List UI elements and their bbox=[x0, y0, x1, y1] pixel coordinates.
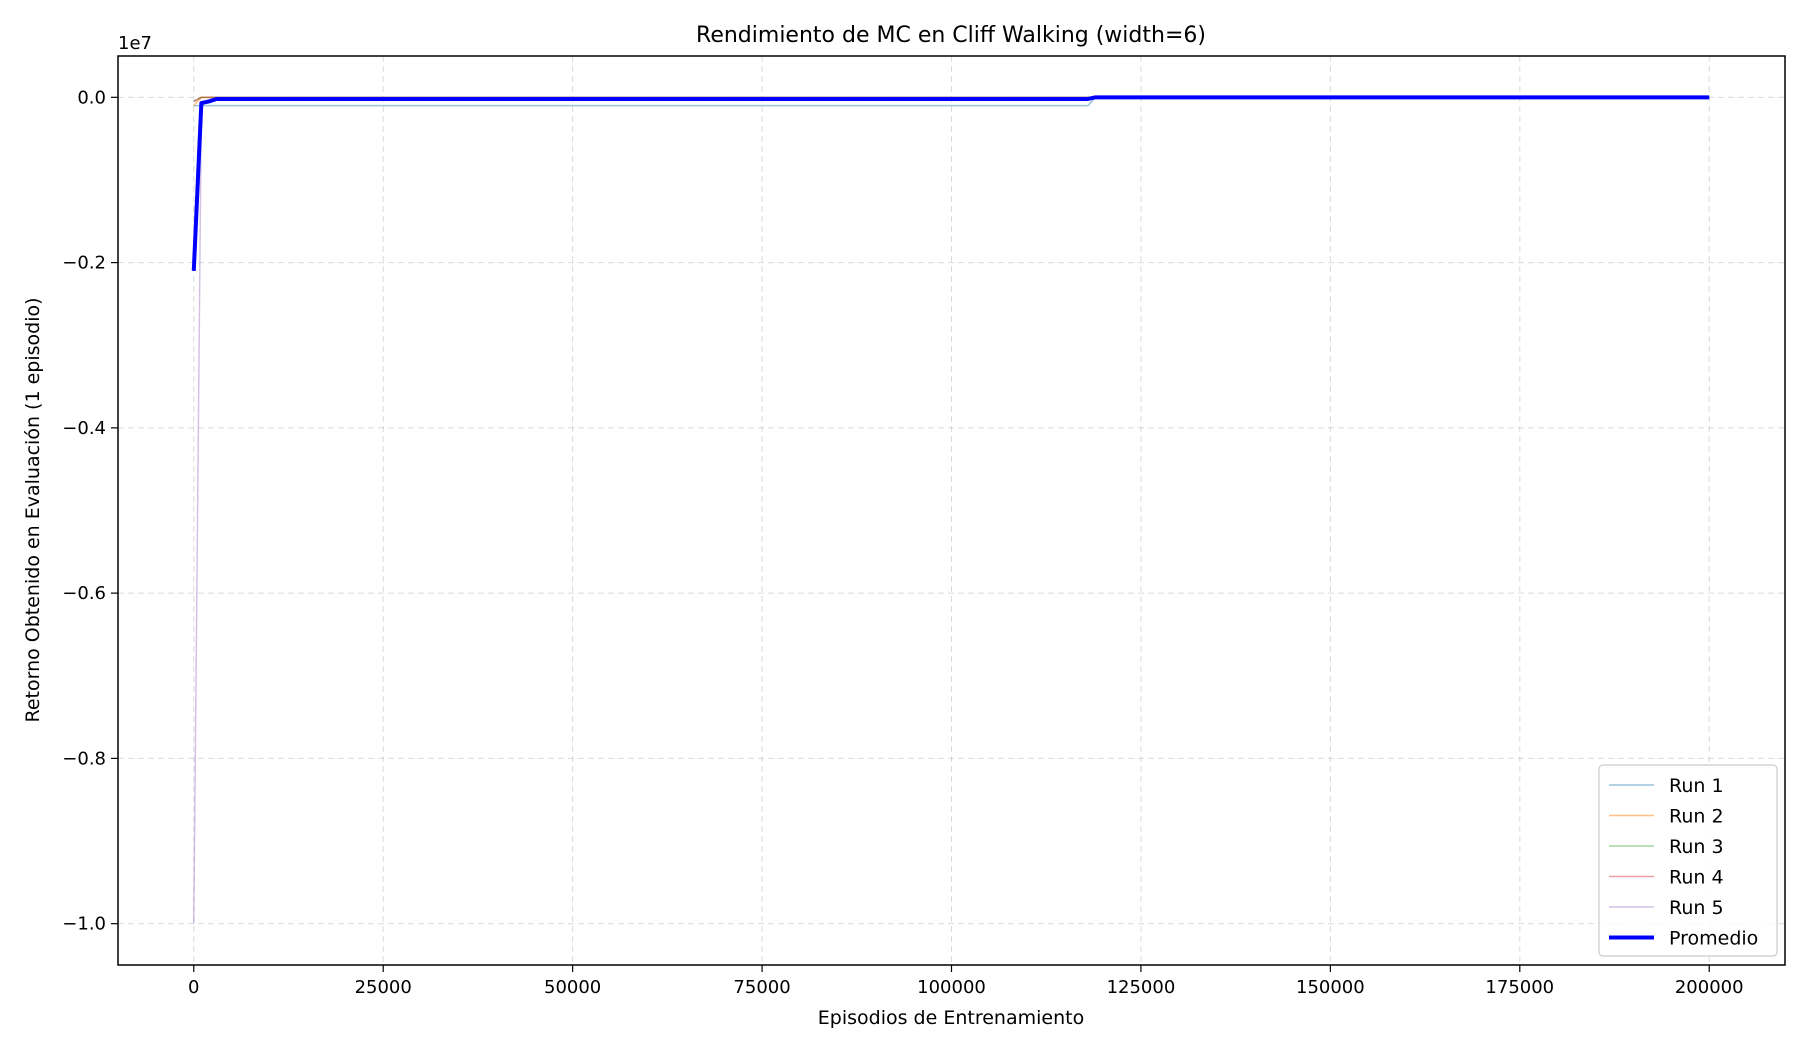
y-tick-label: −0.8 bbox=[62, 748, 106, 769]
y-tick-label: −0.6 bbox=[62, 583, 106, 604]
y-axis-label: Retorno Obtenido en Evaluación (1 episod… bbox=[22, 297, 44, 722]
legend-label-run-5: Run 5 bbox=[1669, 897, 1724, 919]
y-tick-label: −0.2 bbox=[62, 253, 106, 274]
legend-label-run-3: Run 3 bbox=[1669, 836, 1724, 858]
legend-label-run-2: Run 2 bbox=[1669, 806, 1724, 828]
y-tick-label: −0.4 bbox=[62, 418, 106, 439]
series-line-promedio bbox=[191, 95, 1710, 271]
x-tick-label: 75000 bbox=[733, 977, 790, 998]
chart-title: Rendimiento de MC en Cliff Walking (widt… bbox=[696, 23, 1206, 48]
y-tick-label: −1.0 bbox=[62, 914, 106, 935]
legend-label-run-4: Run 4 bbox=[1669, 867, 1724, 889]
x-tick-label: 125000 bbox=[1107, 977, 1176, 998]
y-tick-label: 0.0 bbox=[77, 87, 106, 108]
legend-box bbox=[1598, 764, 1778, 957]
x-tick-label: 200000 bbox=[1675, 977, 1744, 998]
series-layer bbox=[191, 95, 1710, 924]
legend-label-promedio: Promedio bbox=[1669, 928, 1758, 950]
x-tick-label: 25000 bbox=[355, 977, 412, 998]
ticks: 0 25000 50000 75000 100000 125000 150000 175000… bbox=[62, 87, 1743, 998]
x-axis-label: Episodios de Entrenamiento bbox=[818, 1007, 1084, 1029]
legend: Run 1 Run 2 Run 3 Run 4 Run 5 Promedio bbox=[1598, 764, 1778, 957]
x-tick-label: 150000 bbox=[1296, 977, 1365, 998]
x-tick-label: 100000 bbox=[917, 977, 986, 998]
y-offset-label: 1e7 bbox=[118, 33, 152, 54]
x-tick-label: 175000 bbox=[1485, 977, 1554, 998]
x-tick-label: 50000 bbox=[544, 977, 601, 998]
x-tick-label: 0 bbox=[188, 977, 199, 998]
legend-label-run-1: Run 1 bbox=[1669, 775, 1724, 797]
